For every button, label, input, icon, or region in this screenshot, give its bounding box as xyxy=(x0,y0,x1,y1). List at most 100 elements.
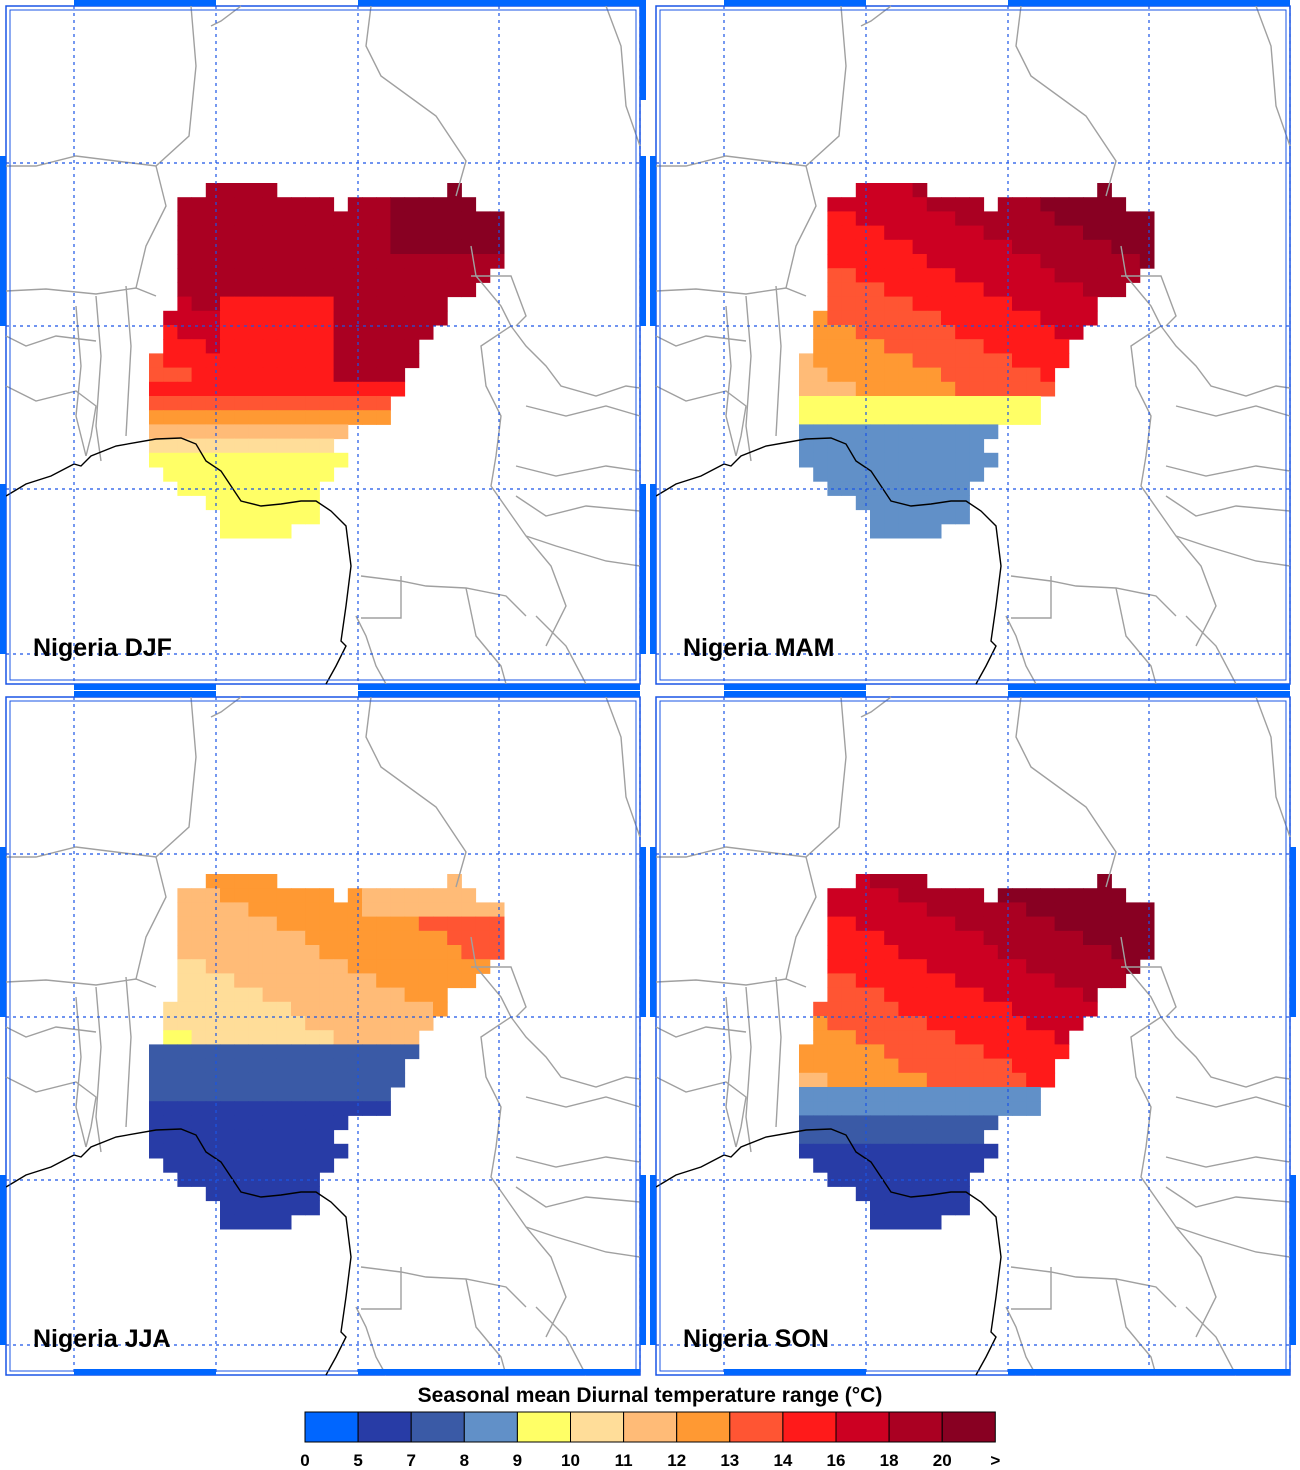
dtr-grid-cell xyxy=(291,438,306,454)
colorbar-box xyxy=(516,1411,572,1443)
dtr-grid-cell xyxy=(234,239,249,255)
dtr-grid-cell xyxy=(376,296,391,312)
colorbar-box xyxy=(304,1411,359,1443)
dtr-grid-cell xyxy=(1125,239,1141,255)
dtr-grid-cell xyxy=(319,353,335,369)
dtr-grid-cell xyxy=(276,1214,292,1230)
dtr-grid-cell xyxy=(926,438,942,454)
dtr-grid-cell xyxy=(234,1214,249,1230)
dtr-grid-cell xyxy=(177,424,193,440)
dtr-grid-cell xyxy=(177,1044,193,1060)
dtr-grid-cell xyxy=(813,1129,828,1145)
dtr-grid-cell xyxy=(433,1001,448,1017)
dtr-grid-cell xyxy=(926,396,942,411)
dtr-grid-cell xyxy=(870,1058,885,1074)
dtr-grid-cell xyxy=(870,495,885,511)
dtr-grid-cell xyxy=(433,888,448,903)
dtr-grid-cell xyxy=(912,888,928,903)
dtr-grid-cell xyxy=(799,1143,814,1159)
dtr-grid-cell xyxy=(333,396,349,411)
dtr-grid-cell xyxy=(191,438,207,454)
dtr-grid-cell xyxy=(969,902,985,918)
dtr-grid-cell xyxy=(912,424,928,440)
dtr-grid-cell xyxy=(813,325,828,340)
dtr-grid-cell xyxy=(884,1172,899,1187)
dtr-grid-cell xyxy=(997,1044,1013,1060)
dtr-grid-cell xyxy=(1026,410,1041,425)
colorbar-tick-label: 11 xyxy=(615,1451,633,1470)
dtr-grid-cell xyxy=(276,945,292,960)
dtr-grid-cell xyxy=(1054,268,1070,283)
dtr-grid-cell xyxy=(291,254,306,269)
dtr-grid-cell xyxy=(827,353,843,369)
dtr-grid-cell xyxy=(248,1200,264,1216)
dtr-grid-cell xyxy=(376,211,391,227)
dtr-grid-cell xyxy=(1083,268,1098,283)
dtr-grid-cell xyxy=(1026,930,1041,946)
dtr-grid-cell xyxy=(799,424,814,440)
dtr-field-jja xyxy=(149,874,505,1230)
dtr-grid-cell xyxy=(884,1186,899,1202)
dtr-grid-cell xyxy=(1083,254,1098,269)
dtr-grid-cell xyxy=(997,197,1013,212)
dtr-grid-cell xyxy=(1012,325,1027,340)
dtr-grid-cell xyxy=(884,1129,899,1145)
dtr-grid-cell xyxy=(884,874,899,889)
dtr-grid-cell xyxy=(855,296,871,312)
dtr-grid-cell xyxy=(376,1016,391,1031)
dtr-grid-cell xyxy=(362,1072,377,1088)
dtr-grid-cell xyxy=(276,1016,292,1031)
dtr-grid-cell xyxy=(1054,310,1070,326)
dtr-grid-cell xyxy=(390,930,406,946)
dtr-grid-cell xyxy=(433,239,448,255)
dtr-grid-cell xyxy=(1054,225,1070,241)
dtr-grid-cell xyxy=(291,211,306,227)
dtr-grid-cell xyxy=(898,1158,914,1173)
dtr-grid-cell xyxy=(855,1186,871,1202)
dtr-grid-cell xyxy=(276,1186,292,1202)
dtr-grid-cell xyxy=(234,211,249,227)
dtr-grid-cell xyxy=(912,930,928,946)
dtr-grid-cell xyxy=(234,282,249,298)
dtr-grid-cell xyxy=(884,410,899,425)
dtr-grid-cell xyxy=(997,959,1013,974)
dtr-grid-cell xyxy=(898,339,914,354)
dtr-grid-cell xyxy=(191,211,207,227)
colorbar-box xyxy=(782,1411,837,1443)
dtr-grid-cell xyxy=(926,888,942,903)
dtr-grid-cell xyxy=(1026,916,1041,932)
dtr-grid-cell xyxy=(912,211,928,227)
dtr-grid-cell xyxy=(1012,211,1027,227)
dtr-grid-cell xyxy=(884,987,899,1003)
dtr-grid-cell xyxy=(855,353,871,369)
dtr-grid-cell xyxy=(855,930,871,946)
dtr-grid-cell xyxy=(347,211,363,227)
dtr-grid-cell xyxy=(1026,1016,1041,1031)
dtr-grid-cell xyxy=(433,282,448,298)
dtr-grid-cell xyxy=(941,211,956,227)
dtr-grid-cell xyxy=(1012,1072,1027,1088)
dtr-grid-cell xyxy=(1012,888,1027,903)
dtr-grid-cell xyxy=(870,916,885,932)
dtr-grid-cell xyxy=(898,438,914,454)
dtr-grid-cell xyxy=(362,1101,377,1116)
dtr-grid-cell xyxy=(1040,296,1056,312)
dtr-grid-cell xyxy=(305,353,320,369)
dtr-grid-cell xyxy=(1012,339,1027,354)
dtr-grid-cell xyxy=(955,211,970,227)
dtr-grid-cell xyxy=(220,211,235,227)
dtr-grid-cell xyxy=(234,225,249,241)
dtr-grid-cell xyxy=(841,1158,857,1173)
dtr-grid-cell xyxy=(248,1072,264,1088)
dtr-grid-cell xyxy=(234,183,249,198)
dtr-grid-cell xyxy=(955,325,970,340)
dtr-grid-cell xyxy=(898,1101,914,1116)
dtr-grid-cell xyxy=(305,467,320,482)
dtr-grid-cell xyxy=(433,268,448,283)
dtr-grid-cell xyxy=(870,987,885,1003)
dtr-grid-cell xyxy=(248,1016,264,1031)
dtr-grid-cell xyxy=(969,325,985,340)
dtr-grid-cell xyxy=(234,1044,249,1060)
dtr-grid-cell xyxy=(813,1158,828,1173)
dtr-grid-cell xyxy=(319,1030,335,1045)
